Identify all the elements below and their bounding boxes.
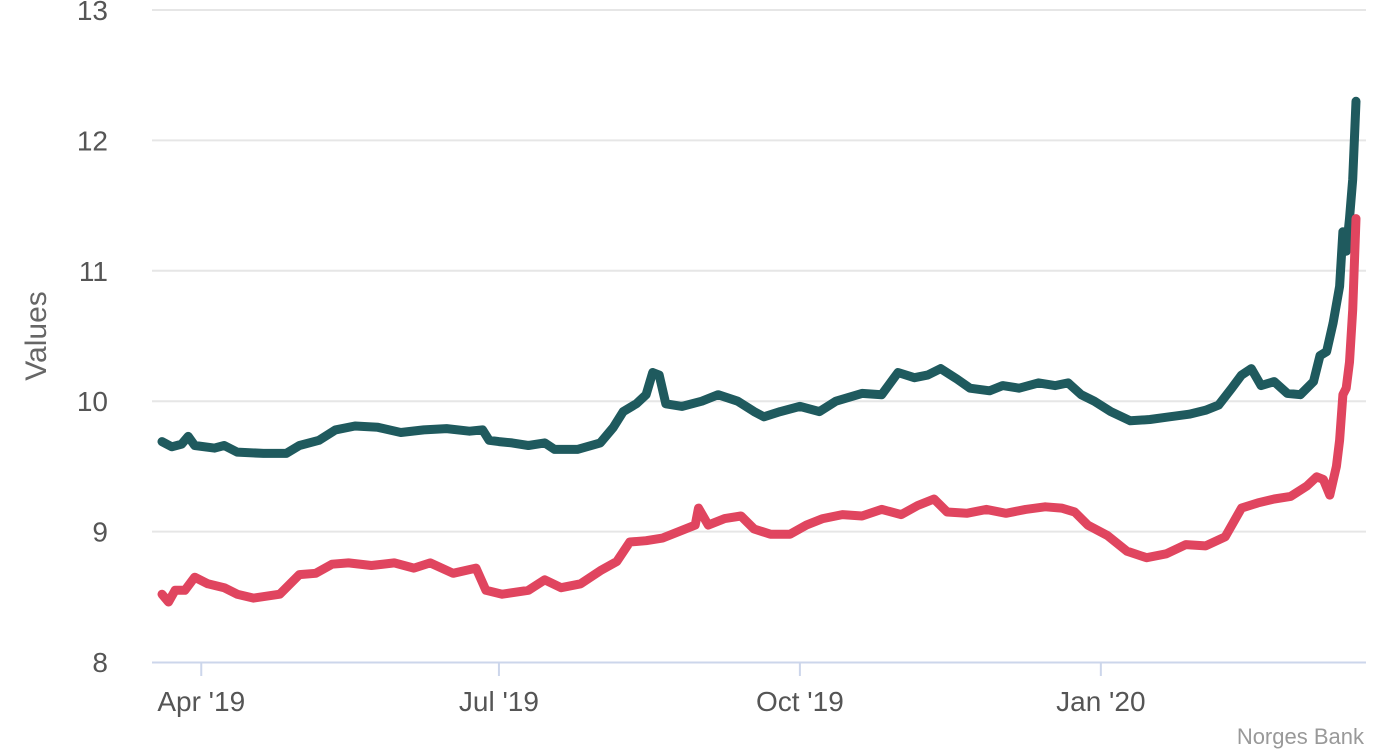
- y-axis-title: Values: [20, 291, 53, 381]
- y-tick-label: 12: [77, 125, 108, 156]
- series-line-1: [157, 96, 1361, 458]
- credit-label: Norges Bank: [1237, 724, 1365, 749]
- series-lines: [157, 96, 1361, 607]
- x-tick-label: Jan '20: [1056, 686, 1145, 717]
- y-axis-tick-labels: 8 9 10 11 12 13: [77, 0, 108, 678]
- x-axis-ticks: Apr '19 Jul '19 Oct '19 Jan '20: [157, 662, 1146, 717]
- x-tick-label: Apr '19: [157, 686, 245, 717]
- grid-lines: [152, 9, 1366, 533]
- series-line-2: [157, 214, 1361, 607]
- y-tick-label: 10: [77, 386, 108, 417]
- y-tick-label: 9: [92, 517, 108, 548]
- x-tick-label: Jul '19: [459, 686, 539, 717]
- x-tick-label: Oct '19: [756, 686, 844, 717]
- y-tick-label: 11: [79, 256, 108, 287]
- y-tick-label: 13: [77, 0, 108, 26]
- y-tick-label: 8: [92, 647, 108, 678]
